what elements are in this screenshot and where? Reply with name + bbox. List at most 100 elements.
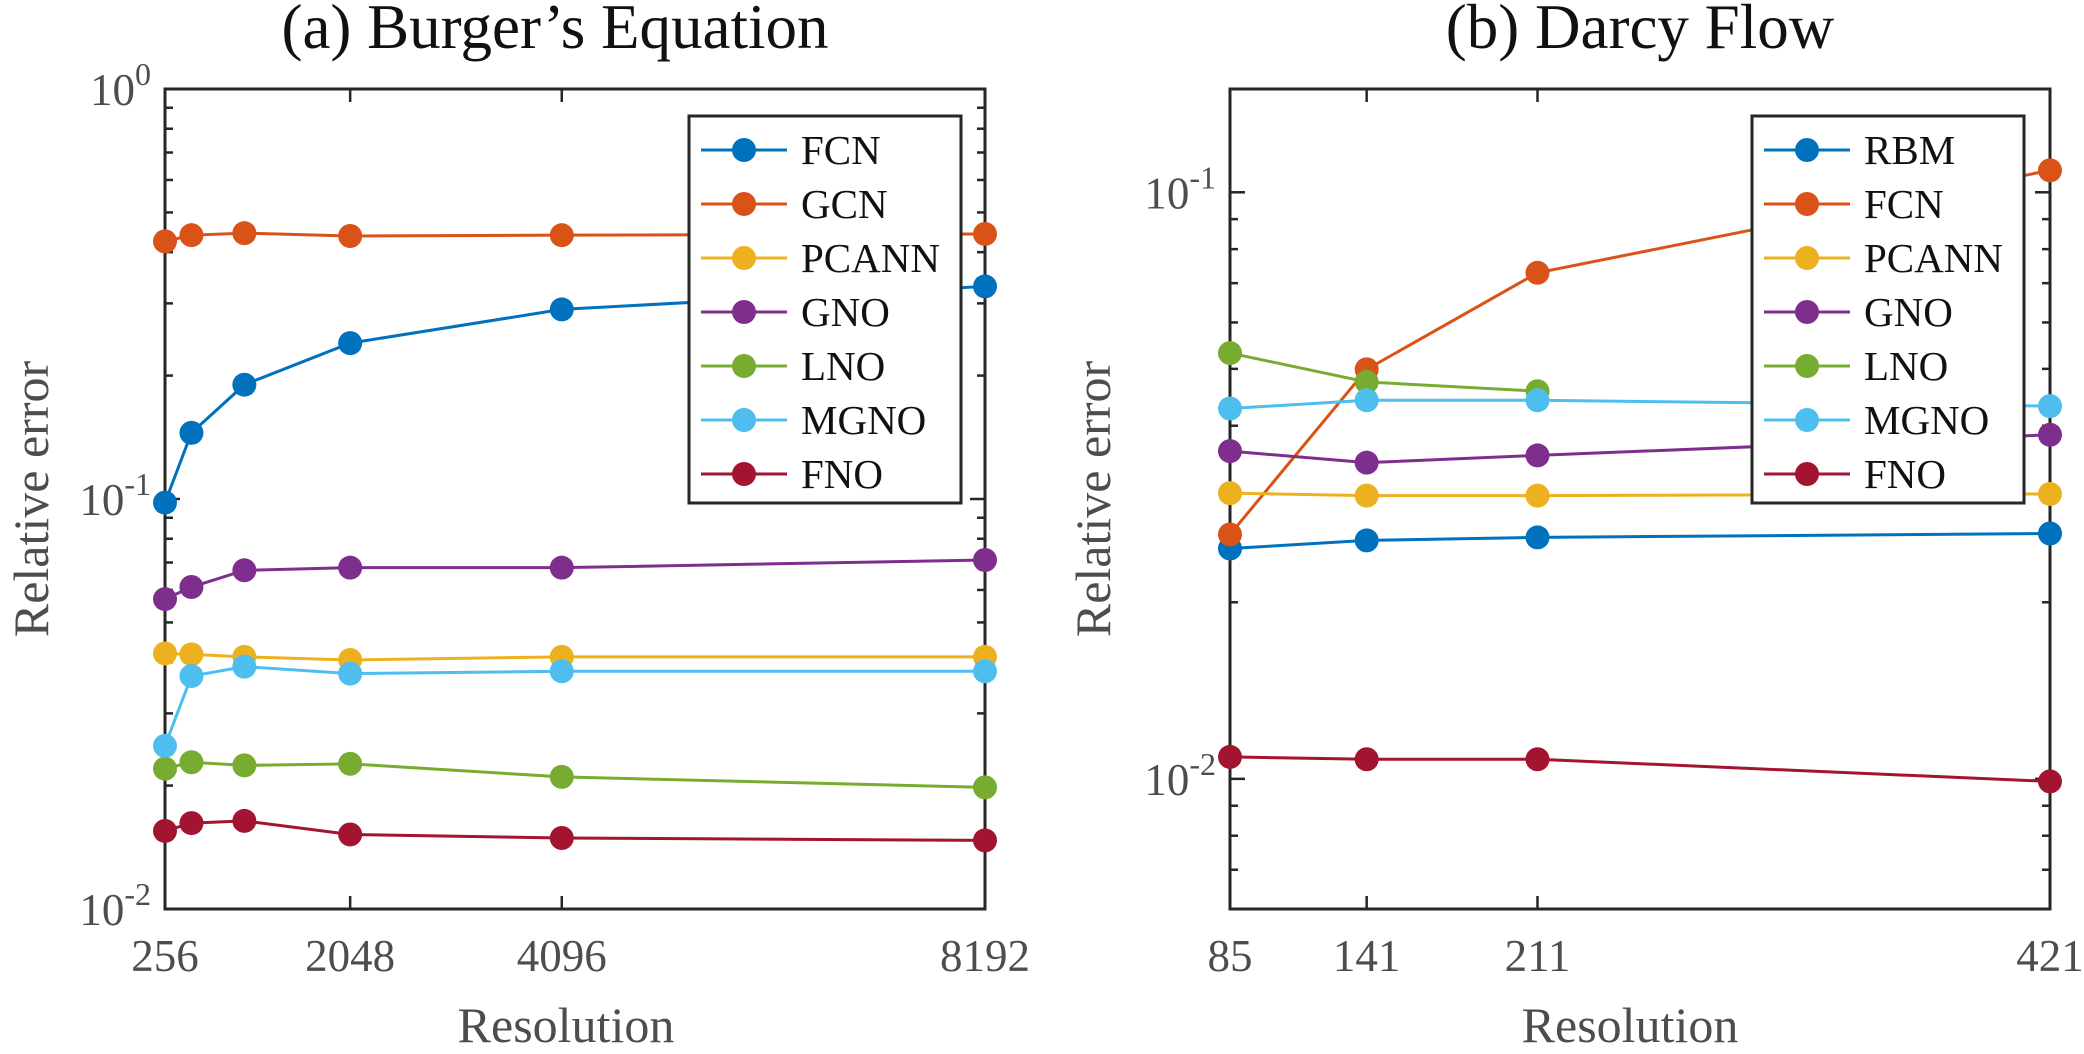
legend-label: FCN xyxy=(1864,181,1944,227)
data-point-lno xyxy=(153,756,177,781)
legend-label: PCANN xyxy=(1864,235,2003,281)
data-point-fcn xyxy=(338,331,363,356)
data-point-mgno xyxy=(338,661,363,686)
x-tick-label: 4096 xyxy=(517,931,607,981)
data-point-gno xyxy=(1354,450,1379,475)
data-point-mgno xyxy=(2038,394,2062,419)
y-tick-label: 10-2 xyxy=(79,876,151,935)
x-tick-label: 256 xyxy=(131,931,199,981)
data-point-fcn xyxy=(232,372,257,397)
data-point-gcn xyxy=(973,221,997,246)
legend-marker xyxy=(1795,354,1819,378)
legend-label: GNO xyxy=(1864,289,1953,335)
data-point-mgno xyxy=(1354,388,1379,413)
data-point-rbm xyxy=(1354,528,1379,553)
legend-label: MGNO xyxy=(801,397,926,443)
legend-marker xyxy=(732,462,756,486)
data-point-lno xyxy=(338,751,363,776)
legend-label: PCANN xyxy=(801,235,940,281)
data-point-lno xyxy=(1354,369,1379,394)
data-point-pcann xyxy=(153,641,177,666)
series-line-fcn xyxy=(163,284,986,504)
data-point-fcn xyxy=(179,420,204,445)
data-point-gcn xyxy=(549,223,574,248)
x-tick-label: 85 xyxy=(1208,931,1253,981)
data-point-gno xyxy=(338,555,363,580)
chart-panel-1: 256 2048 4096 8192 10-2 10-1 100 (a) Burger’s E… xyxy=(3,0,1030,1053)
legend: RBM FCN PCANN GNO LNO MGNO FNO xyxy=(1750,114,2026,505)
data-point-mgno xyxy=(179,664,204,689)
data-point-fno xyxy=(153,818,177,843)
data-point-fcn xyxy=(153,490,177,515)
y-tick-label: 100 xyxy=(90,56,151,115)
data-point-fno xyxy=(2038,769,2062,794)
data-point-gno xyxy=(1218,439,1242,464)
data-point-fno xyxy=(179,811,204,836)
data-point-mgno xyxy=(1218,396,1242,421)
data-point-gno xyxy=(232,558,257,583)
legend-label: FCN xyxy=(801,127,881,173)
series-line-rbm xyxy=(1229,532,2051,551)
data-point-pcann xyxy=(1218,481,1242,506)
data-point-gno xyxy=(1525,443,1550,468)
chart-panel-2: 85 141 211 421 10-2 10-1 (b) Darcy Flow Resolut… xyxy=(1065,0,2084,1053)
data-point-lno xyxy=(1218,341,1242,366)
legend-label: FNO xyxy=(801,451,883,497)
y-tick-label: 10-1 xyxy=(1144,159,1216,218)
data-point-fno xyxy=(973,828,997,853)
legend-label: GCN xyxy=(801,181,888,227)
series-line-pcann xyxy=(164,651,985,662)
data-point-gno xyxy=(549,555,574,580)
data-point-gno xyxy=(179,575,204,600)
data-point-fno xyxy=(1525,747,1550,772)
data-point-fno xyxy=(232,808,257,833)
data-point-pcann xyxy=(179,642,204,667)
y-axis-label: Relative error xyxy=(1065,361,1121,638)
legend-marker xyxy=(1795,138,1819,162)
data-point-gcn xyxy=(232,221,257,246)
data-point-gcn xyxy=(179,223,204,248)
data-point-pcann xyxy=(1354,483,1379,508)
x-tick-label: 141 xyxy=(1333,931,1401,981)
data-point-gcn xyxy=(153,229,177,254)
data-point-mgno xyxy=(1525,388,1550,413)
legend-label: RBM xyxy=(1864,127,1955,173)
legend-label: LNO xyxy=(1864,343,1948,389)
series-line-gno xyxy=(164,558,986,601)
data-point-mgno xyxy=(232,654,257,679)
legend-marker xyxy=(732,246,756,270)
legend-marker xyxy=(1795,246,1819,270)
legend-marker xyxy=(732,138,756,162)
legend-marker xyxy=(1795,192,1819,216)
data-point-lno xyxy=(179,750,204,775)
data-point-pcann xyxy=(2038,481,2062,506)
data-point-fcn xyxy=(549,297,574,322)
data-point-fno xyxy=(549,825,574,850)
data-point-fno xyxy=(1218,744,1242,769)
legend-marker xyxy=(732,300,756,324)
data-point-fcn xyxy=(973,274,997,299)
x-axis-label: Resolution xyxy=(1522,997,1739,1053)
series-line-fno xyxy=(1229,755,2051,783)
legend: FCN GCN PCANN GNO LNO MGNO FNO xyxy=(687,114,963,505)
y-axis-label: Relative error xyxy=(3,361,59,638)
data-point-rbm xyxy=(1525,525,1550,550)
series-line-lno xyxy=(164,760,986,789)
series-line-fno xyxy=(164,819,986,842)
y-tick-label: 10-2 xyxy=(1144,746,1216,805)
data-point-gcn xyxy=(338,223,363,248)
data-point-lno xyxy=(232,753,257,778)
legend-label: GNO xyxy=(801,289,890,335)
legend-marker xyxy=(1795,462,1819,486)
legend-label: FNO xyxy=(1864,451,1946,497)
data-point-fcn xyxy=(2038,158,2062,183)
x-tick-label: 2048 xyxy=(305,931,395,981)
legend-marker xyxy=(1795,408,1819,432)
data-point-lno xyxy=(549,764,574,789)
x-tick-label: 8192 xyxy=(940,931,1030,981)
y-tick-label: 10-1 xyxy=(79,466,151,525)
data-point-gno xyxy=(2038,422,2062,447)
data-point-fcn xyxy=(1218,522,1242,547)
data-point-mgno xyxy=(153,733,177,758)
